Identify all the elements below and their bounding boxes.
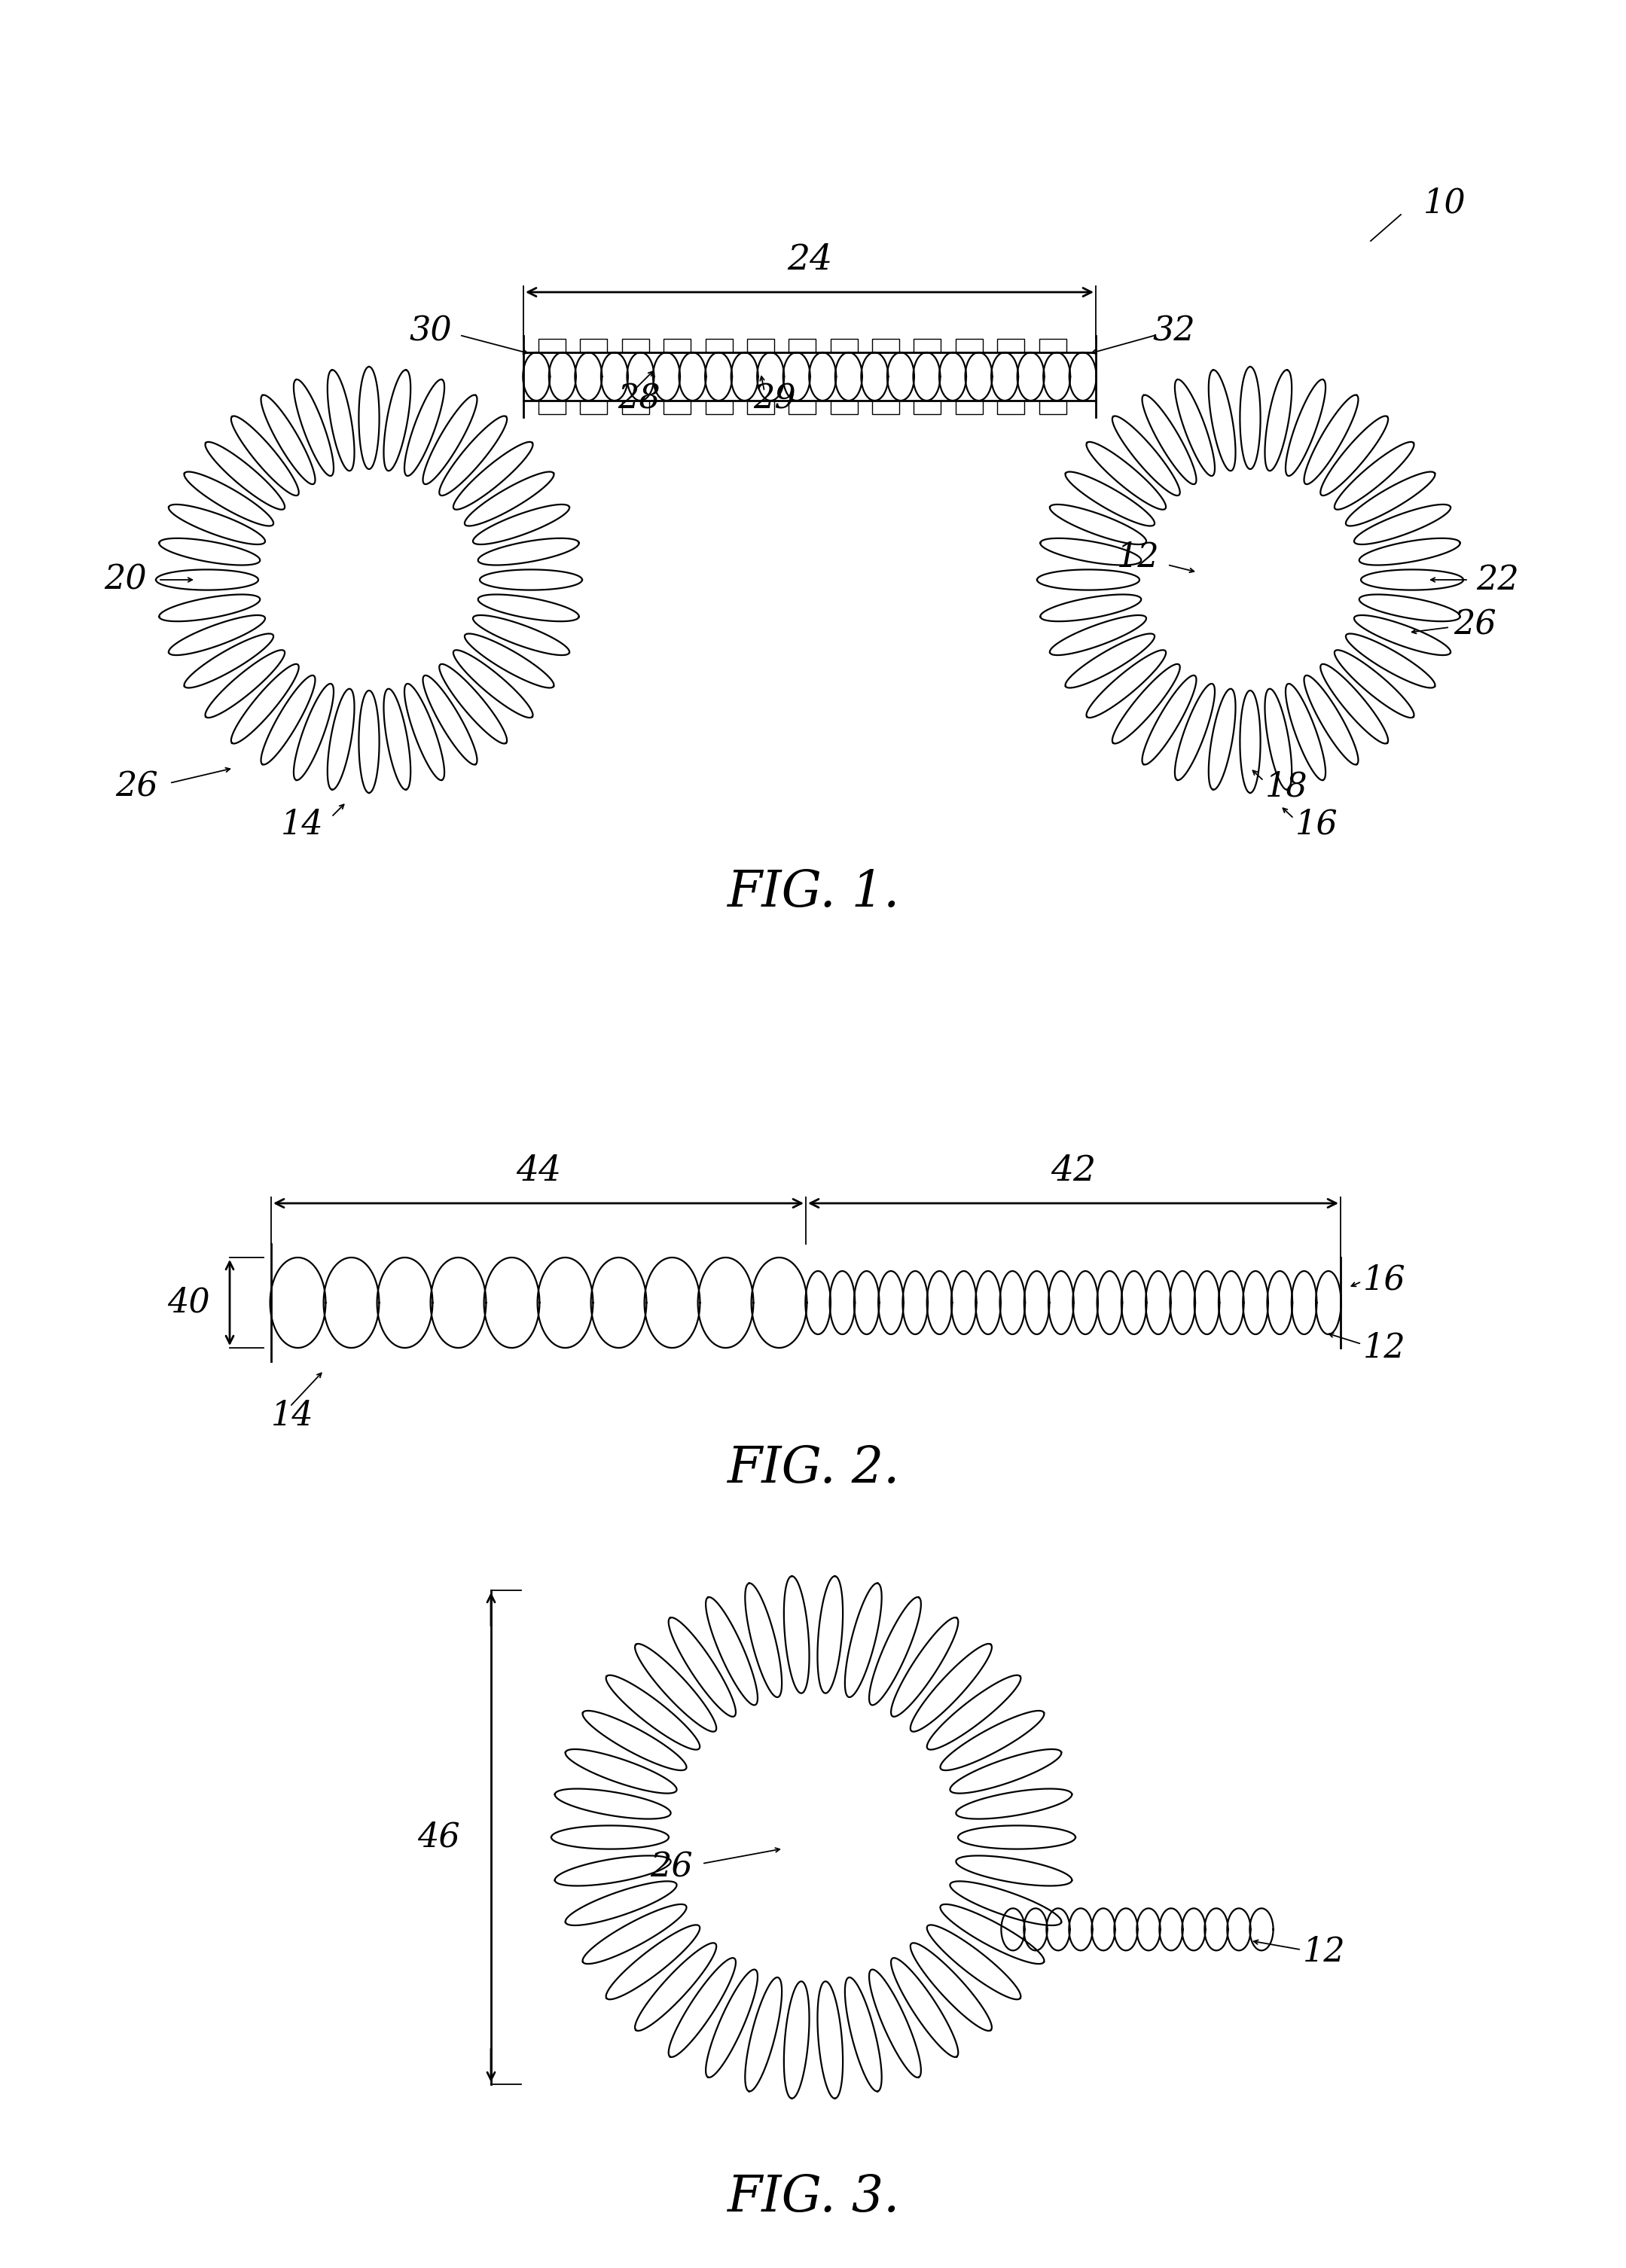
Text: 40: 40 <box>167 1286 210 1320</box>
Bar <box>538 338 566 352</box>
Bar <box>580 338 606 352</box>
Text: 30: 30 <box>410 315 452 347</box>
Text: 18: 18 <box>1265 771 1307 803</box>
Text: 44: 44 <box>515 1154 561 1188</box>
Text: 26: 26 <box>1454 608 1496 642</box>
Bar <box>538 401 566 415</box>
Text: FIG. 3.: FIG. 3. <box>727 2173 899 2223</box>
Bar <box>789 338 816 352</box>
Bar <box>1039 401 1067 415</box>
Text: 12: 12 <box>1363 1331 1406 1363</box>
Text: 12: 12 <box>1117 542 1159 574</box>
Bar <box>706 338 732 352</box>
Bar <box>914 338 941 352</box>
Text: 42: 42 <box>1050 1154 1096 1188</box>
Bar <box>997 338 1024 352</box>
Text: 26: 26 <box>650 1851 693 1885</box>
Text: 16: 16 <box>1363 1263 1406 1297</box>
Bar <box>956 338 982 352</box>
Text: 12: 12 <box>1302 1937 1346 1969</box>
Bar <box>831 401 857 415</box>
Bar <box>956 401 982 415</box>
Text: 20: 20 <box>104 562 146 596</box>
Text: 24: 24 <box>787 243 833 277</box>
Bar <box>872 338 899 352</box>
Bar <box>831 338 857 352</box>
Text: FIG. 1.: FIG. 1. <box>727 869 899 916</box>
Bar <box>746 338 774 352</box>
Bar <box>872 401 899 415</box>
Text: 32: 32 <box>1153 315 1195 347</box>
Bar <box>1039 338 1067 352</box>
Bar <box>580 401 606 415</box>
Bar <box>789 401 816 415</box>
Text: 16: 16 <box>1296 807 1338 841</box>
Text: FIG. 2.: FIG. 2. <box>727 1445 899 1492</box>
Bar <box>746 401 774 415</box>
Bar <box>621 401 649 415</box>
Text: 29: 29 <box>753 383 795 415</box>
Text: 22: 22 <box>1476 562 1519 596</box>
Text: 46: 46 <box>416 1821 460 1853</box>
Text: 26: 26 <box>115 771 158 803</box>
Text: 28: 28 <box>618 383 660 415</box>
Text: 10: 10 <box>1423 186 1467 220</box>
Bar <box>663 338 691 352</box>
Bar <box>663 401 691 415</box>
Bar <box>621 338 649 352</box>
Bar <box>706 401 732 415</box>
Text: 14: 14 <box>281 807 324 841</box>
Bar <box>997 401 1024 415</box>
Text: 14: 14 <box>272 1399 314 1431</box>
Bar <box>914 401 941 415</box>
